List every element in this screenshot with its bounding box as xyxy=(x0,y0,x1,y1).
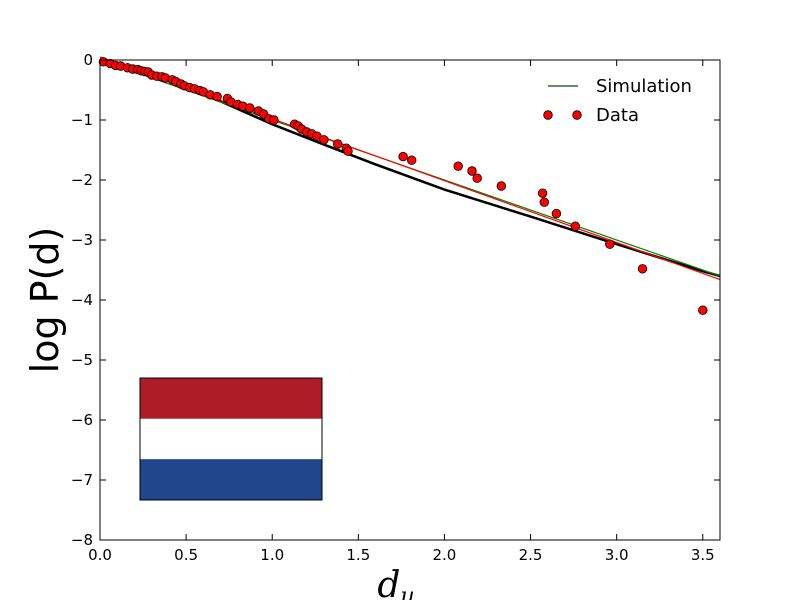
y-tick-label: −4 xyxy=(71,291,93,309)
y-tick-label: 0 xyxy=(83,51,93,69)
flag-stripe-red xyxy=(140,378,322,419)
data-point xyxy=(570,221,581,231)
data-point xyxy=(605,239,615,249)
y-tick-label: −5 xyxy=(71,351,93,369)
x-tick-label: 2.5 xyxy=(519,546,543,564)
legend-data-marker xyxy=(543,110,553,120)
y-axis-label: log P(d) xyxy=(23,227,67,374)
x-tick-label: 0.5 xyxy=(174,546,198,564)
data-point xyxy=(467,166,477,176)
data-point xyxy=(398,151,408,162)
flag-stripe-blue xyxy=(140,459,322,500)
x-tick-label: 3.5 xyxy=(691,546,715,564)
x-tick-label: 1.5 xyxy=(346,546,370,564)
legend: Simulation Data xyxy=(543,76,692,126)
data-point xyxy=(496,181,507,191)
x-tick-label: 1.0 xyxy=(260,546,284,564)
ticks-layer: 0.0 0.5 1.0 1.5 2.0 2.5 3.0 3.5 0 −1 −2 −3 −4 −5 −6 −7 −… xyxy=(71,51,720,564)
x-tick-label: 2.0 xyxy=(433,546,457,564)
y-tick-label: −8 xyxy=(71,531,93,549)
x-axis-label-subscript: u xyxy=(400,584,414,600)
data-point xyxy=(472,173,482,183)
y-tick-label: −2 xyxy=(71,171,93,189)
inset-flag xyxy=(139,377,323,501)
data-point xyxy=(269,115,279,125)
legend-label-simulation: Simulation xyxy=(596,76,692,97)
y-tick-label: −3 xyxy=(71,231,93,249)
data-point xyxy=(245,103,255,113)
x-tick-label: 0.0 xyxy=(88,546,112,564)
data-point xyxy=(637,264,648,274)
x-axis-label-main: d xyxy=(377,565,400,600)
data-point xyxy=(698,305,708,315)
series-layer xyxy=(98,56,721,315)
data-point xyxy=(551,208,562,219)
flag-stripe-white xyxy=(140,418,322,460)
y-tick-label: −1 xyxy=(71,111,93,129)
data-point xyxy=(453,161,463,171)
data-point xyxy=(539,197,550,207)
legend-label-data: Data xyxy=(596,105,639,126)
data-point xyxy=(212,91,222,102)
legend-data-marker xyxy=(572,110,582,120)
data-point xyxy=(333,139,343,149)
data-point xyxy=(343,146,353,156)
x-axis-label: du xyxy=(377,565,414,600)
data-point xyxy=(319,135,329,145)
x-tick-label: 3.0 xyxy=(605,546,629,564)
y-tick-label: −7 xyxy=(71,471,93,489)
y-tick-label: −6 xyxy=(71,411,93,429)
data-point xyxy=(537,188,548,198)
data-point xyxy=(407,155,417,165)
